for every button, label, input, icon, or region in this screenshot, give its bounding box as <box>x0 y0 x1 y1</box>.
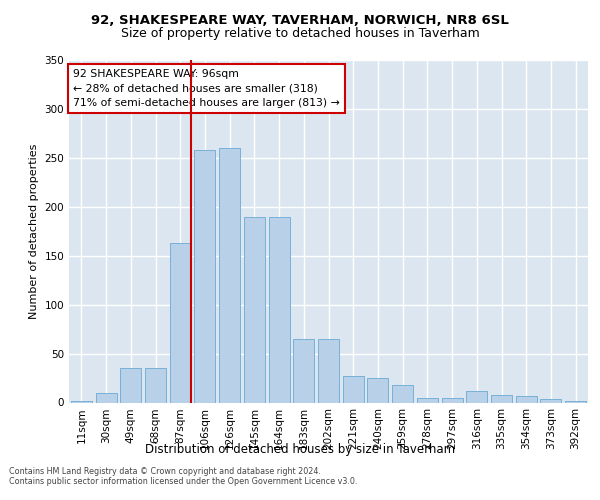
Bar <box>95 392 116 402</box>
Bar <box>194 150 215 403</box>
Bar <box>244 216 265 402</box>
Bar <box>417 398 438 402</box>
Bar <box>293 339 314 402</box>
Bar <box>318 339 339 402</box>
Text: 92 SHAKESPEARE WAY: 96sqm
← 28% of detached houses are smaller (318)
71% of semi: 92 SHAKESPEARE WAY: 96sqm ← 28% of detac… <box>73 68 340 108</box>
Bar <box>392 385 413 402</box>
Text: 92, SHAKESPEARE WAY, TAVERHAM, NORWICH, NR8 6SL: 92, SHAKESPEARE WAY, TAVERHAM, NORWICH, … <box>91 14 509 27</box>
Text: Size of property relative to detached houses in Taverham: Size of property relative to detached ho… <box>121 28 479 40</box>
Bar <box>491 394 512 402</box>
Bar <box>269 216 290 402</box>
Bar <box>367 378 388 402</box>
Bar <box>541 398 562 402</box>
Bar <box>343 376 364 402</box>
Bar <box>565 400 586 402</box>
Bar <box>219 148 240 403</box>
Text: Contains public sector information licensed under the Open Government Licence v3: Contains public sector information licen… <box>9 478 358 486</box>
Bar <box>145 368 166 402</box>
Bar <box>170 243 191 402</box>
Bar <box>466 391 487 402</box>
Bar <box>120 368 141 402</box>
Y-axis label: Number of detached properties: Number of detached properties <box>29 144 39 319</box>
Bar <box>442 398 463 402</box>
Text: Distribution of detached houses by size in Taverham: Distribution of detached houses by size … <box>145 442 455 456</box>
Bar <box>71 400 92 402</box>
Bar <box>516 396 537 402</box>
Text: Contains HM Land Registry data © Crown copyright and database right 2024.: Contains HM Land Registry data © Crown c… <box>9 468 321 476</box>
